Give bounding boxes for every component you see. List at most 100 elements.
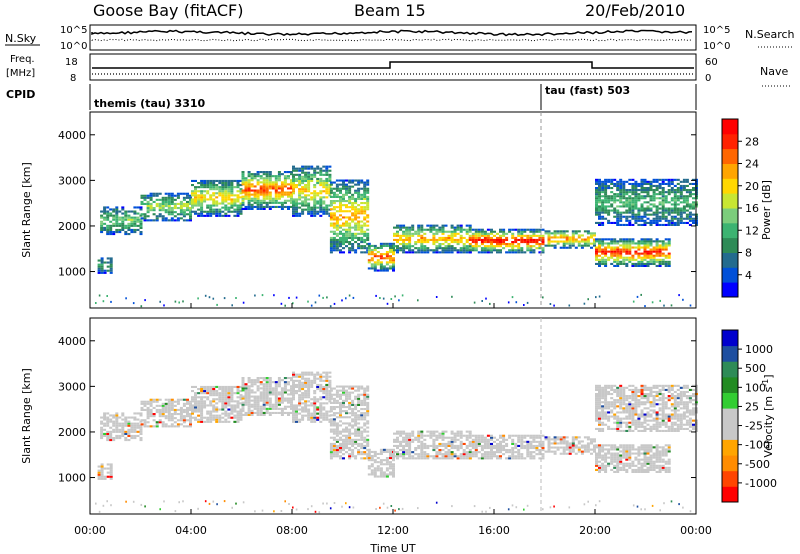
power-cell xyxy=(200,206,204,209)
power-cell xyxy=(616,221,620,224)
velocity-cell xyxy=(158,411,162,414)
velocity-cell xyxy=(342,457,345,460)
velocity-cell xyxy=(236,406,240,409)
velocity-cell xyxy=(335,385,339,388)
power-cell xyxy=(319,182,323,185)
velocity-cell xyxy=(149,415,153,418)
power-cell xyxy=(444,249,448,252)
power-cell xyxy=(652,184,656,187)
power-cell xyxy=(547,240,551,243)
power-cell xyxy=(610,209,614,212)
power-cell xyxy=(610,242,614,245)
power-cell xyxy=(292,190,295,193)
power-cell xyxy=(360,212,364,215)
velocity-cell xyxy=(265,381,269,384)
velocity-cell xyxy=(212,410,216,413)
velocity-cell xyxy=(441,432,445,435)
power-cell xyxy=(224,188,228,191)
velocity-cell xyxy=(121,412,125,415)
power-cell xyxy=(100,220,104,223)
colorbar-swatch xyxy=(722,237,738,253)
cpid-mode2: tau (fast) 503 xyxy=(545,84,630,97)
power-cell xyxy=(335,247,339,250)
velocity-cell xyxy=(360,451,364,454)
power-cell xyxy=(634,201,638,204)
velocity-cell xyxy=(112,420,116,423)
power-cell xyxy=(256,197,260,200)
power-cell xyxy=(206,198,210,201)
power-cell xyxy=(197,202,201,205)
power-cell xyxy=(465,224,469,227)
power-cell xyxy=(610,250,614,253)
velocity-cell xyxy=(197,392,201,395)
power-cell xyxy=(209,208,213,211)
velocity-cell xyxy=(441,449,445,452)
power-cell xyxy=(607,246,611,249)
power-cell xyxy=(529,249,533,252)
power-cell xyxy=(155,215,159,218)
power-cell xyxy=(329,183,333,186)
power-cell xyxy=(622,250,626,253)
power-cell xyxy=(625,217,629,220)
power-cell xyxy=(655,254,659,257)
power-cell xyxy=(363,238,367,241)
power-cell xyxy=(646,264,650,267)
velocity-cell xyxy=(329,444,333,447)
power-cell xyxy=(634,193,638,196)
velocity-cell xyxy=(290,403,293,406)
power-cell xyxy=(313,175,317,178)
power-cell xyxy=(595,178,598,181)
power-cell xyxy=(393,245,396,248)
power-cell xyxy=(335,185,339,188)
power-cell xyxy=(601,195,605,198)
velocity-cell xyxy=(268,397,272,400)
power-cell xyxy=(366,234,370,237)
velocity-cell xyxy=(429,455,433,458)
power-cell xyxy=(389,251,392,254)
velocity-cell xyxy=(143,421,147,424)
velocity-cell xyxy=(345,442,348,445)
power-cell xyxy=(348,247,352,250)
power-cell xyxy=(256,181,260,184)
velocity-cell xyxy=(342,399,345,402)
velocity-cell xyxy=(339,447,342,450)
power-cell xyxy=(670,217,674,220)
power-cell xyxy=(646,240,650,243)
velocity-cell xyxy=(298,388,302,391)
velocity-cell xyxy=(471,438,475,441)
velocity-cell xyxy=(304,408,308,411)
velocity-cell xyxy=(203,402,207,405)
velocity-cell xyxy=(396,436,399,439)
velocity-cell xyxy=(191,412,194,415)
velocity-cell xyxy=(253,403,257,406)
velocity-cell xyxy=(345,451,348,454)
velocity-cell xyxy=(292,406,295,409)
power-cell xyxy=(313,198,317,201)
velocity-cell xyxy=(541,453,545,456)
power-cell xyxy=(106,224,110,227)
power-cell xyxy=(682,209,686,212)
power-cell xyxy=(100,263,104,266)
velocity-cell xyxy=(268,377,272,380)
velocity-cell xyxy=(601,444,605,447)
power-cell xyxy=(176,219,180,222)
velocity-cell xyxy=(329,395,333,398)
power-cell xyxy=(595,256,598,259)
power-cell xyxy=(325,179,329,182)
velocity-cell xyxy=(218,408,222,411)
velocity-cell xyxy=(604,448,608,451)
power-cell xyxy=(601,203,605,206)
velocity-cell xyxy=(357,414,361,417)
velocity-cell xyxy=(474,451,478,454)
velocity-cell xyxy=(161,425,165,428)
velocity-cell xyxy=(360,430,364,433)
power-cell xyxy=(342,187,345,190)
power-cell xyxy=(212,212,216,215)
power-cell xyxy=(130,222,134,225)
velocity-cell xyxy=(319,420,323,423)
power-cell xyxy=(670,209,674,212)
power-cell xyxy=(329,214,333,217)
velocity-cell xyxy=(366,406,370,409)
power-cell xyxy=(161,200,165,203)
power-cell xyxy=(508,243,512,246)
